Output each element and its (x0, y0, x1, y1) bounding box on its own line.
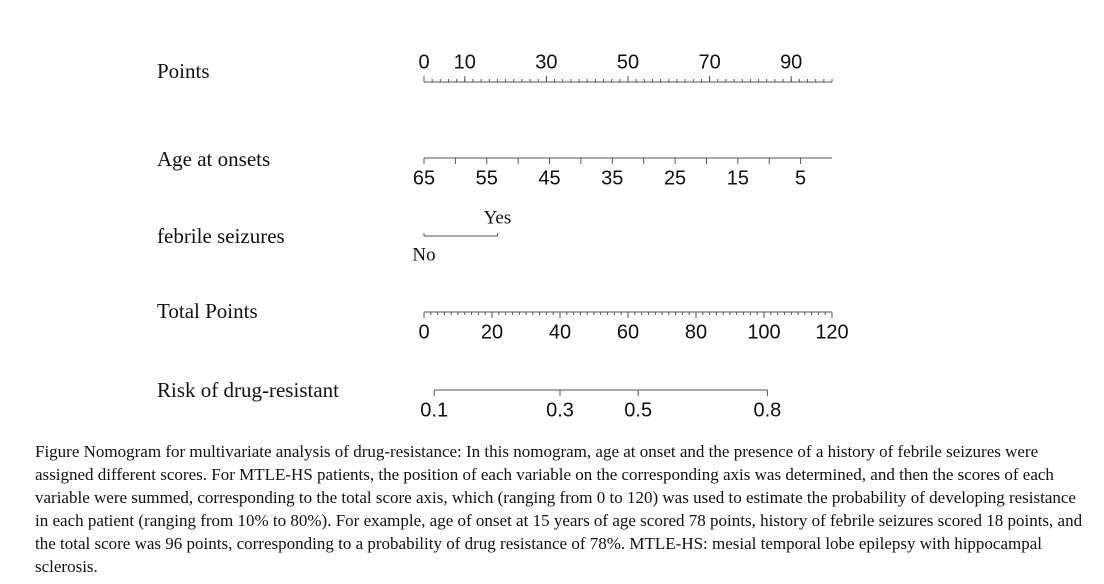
category-label: No (412, 244, 435, 265)
tick-label: 45 (538, 167, 560, 189)
tick-label: 0.1 (420, 399, 448, 421)
tick-label: 15 (727, 167, 749, 189)
tick-label: 0 (418, 51, 429, 73)
category-label: Yes (484, 207, 512, 228)
tick-label: 0.8 (753, 399, 781, 421)
tick-label: 10 (454, 51, 476, 73)
tick-label: 25 (664, 167, 686, 189)
tick-label: 5 (795, 167, 806, 189)
tick-label: 65 (413, 167, 435, 189)
tick-label: 80 (685, 321, 707, 343)
axis-label: Points (157, 59, 210, 83)
axis-label: Risk of drug-resistant (157, 378, 339, 402)
axis-label: febrile seizures (157, 224, 285, 248)
tick-label: 40 (549, 321, 571, 343)
tick-label: 20 (481, 321, 503, 343)
tick-label: 120 (815, 321, 848, 343)
tick-label: 30 (535, 51, 557, 73)
tick-label: 100 (747, 321, 780, 343)
tick-label: 0.3 (546, 399, 574, 421)
tick-label: 50 (617, 51, 639, 73)
caption: Figure Nomogram for multivariate analysi… (35, 442, 1083, 576)
tick-label: 70 (698, 51, 720, 73)
tick-label: 35 (601, 167, 623, 189)
tick-label: 55 (476, 167, 498, 189)
axis-label: Total Points (157, 299, 258, 323)
axis-label: Age at onsets (157, 147, 270, 171)
tick-label: 0.5 (624, 399, 652, 421)
tick-label: 0 (418, 321, 429, 343)
tick-label: 90 (780, 51, 802, 73)
tick-label: 60 (617, 321, 639, 343)
